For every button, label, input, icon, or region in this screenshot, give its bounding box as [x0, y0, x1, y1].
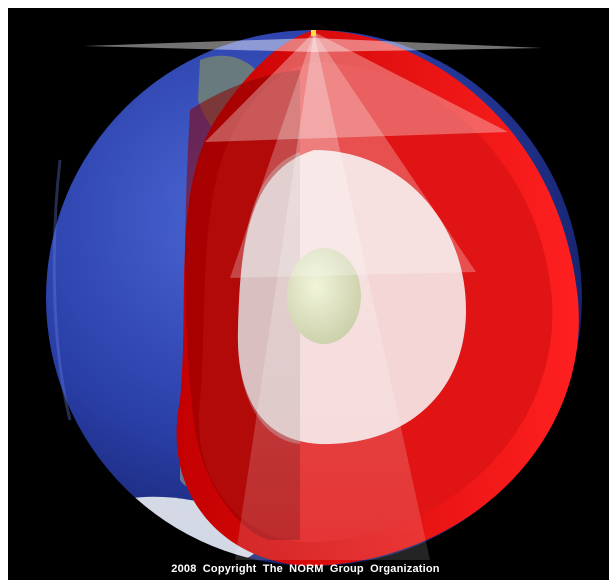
- long-cone: [235, 32, 430, 560]
- globe-rim-highlight: [52, 159, 72, 421]
- pole-marker-icon: [311, 30, 316, 36]
- middle-cone: [230, 32, 476, 278]
- copyright-text: 2008 Copyright The NORM Group Organizati…: [171, 563, 440, 575]
- horizon-plane: [84, 38, 542, 52]
- top-cone: [205, 32, 508, 142]
- cross-section-cones: [84, 32, 542, 560]
